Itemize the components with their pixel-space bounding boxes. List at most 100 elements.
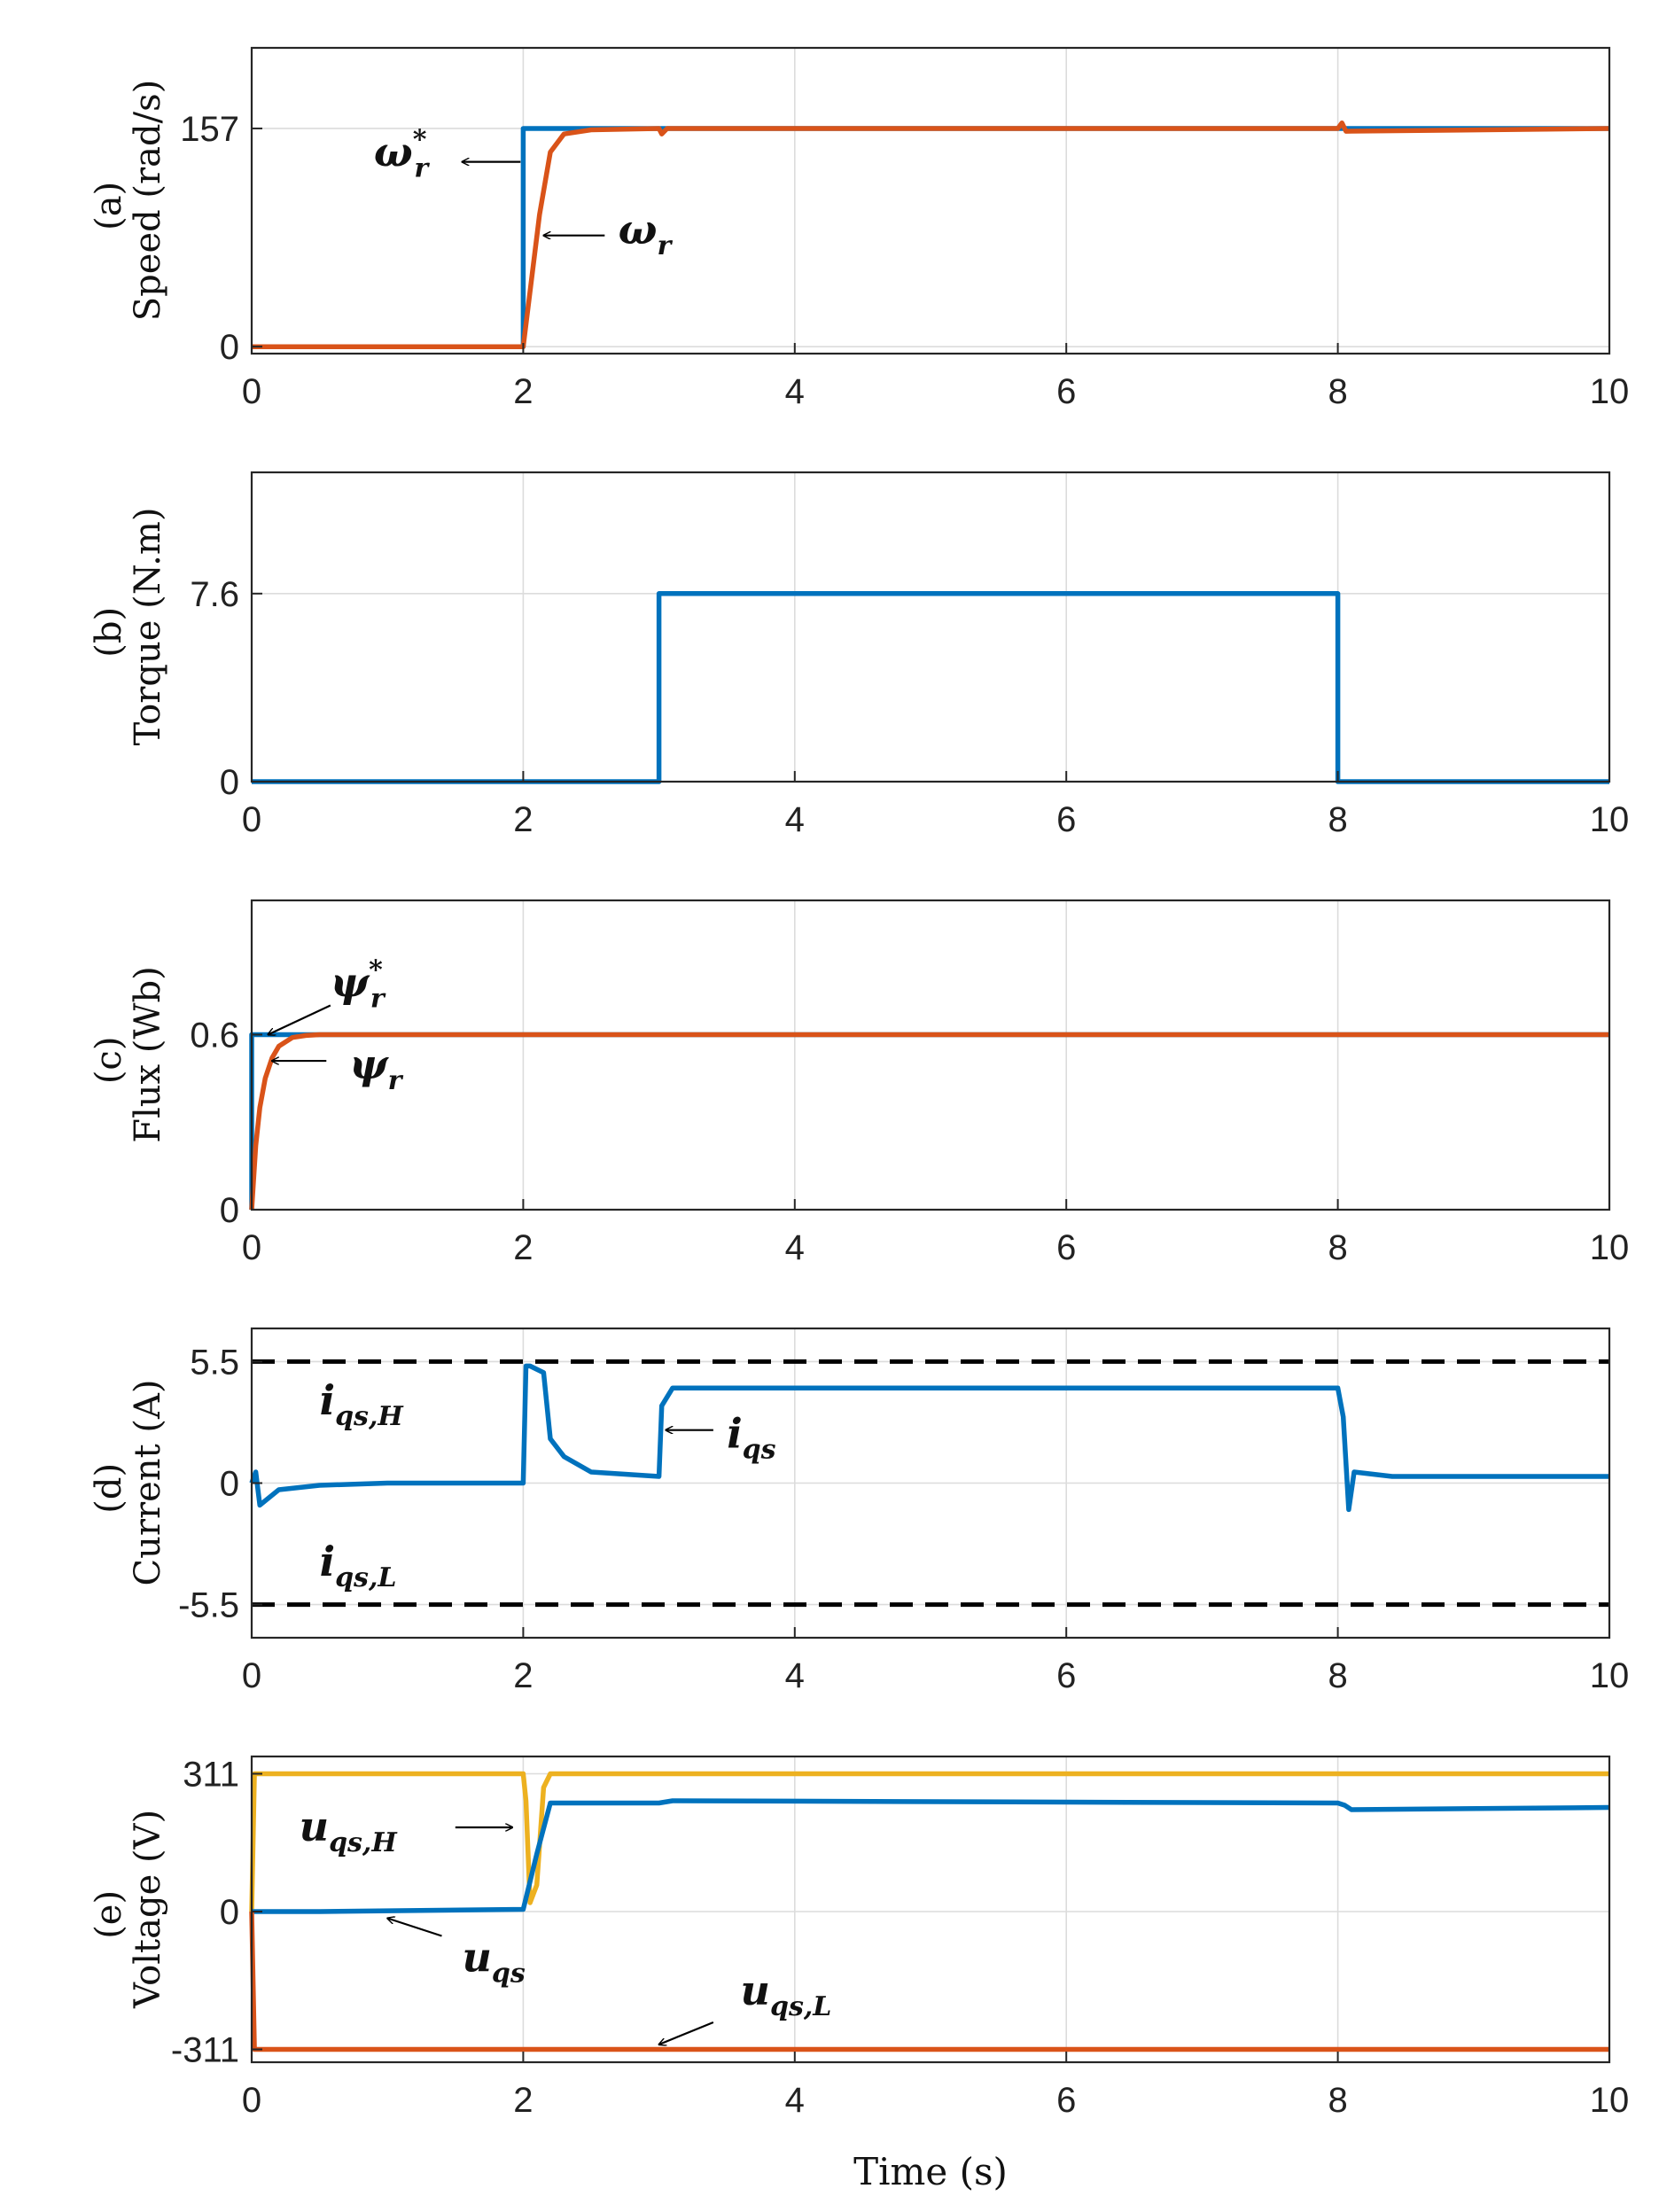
panel-label-b: (b) (89, 607, 129, 658)
annotation-label-a: ω* r (374, 124, 431, 183)
y-ticks-e: -311 0 311 (171, 1756, 262, 2070)
x-tick-label-e: 0 (242, 2081, 261, 2120)
x-tick-label-d: 2 (513, 1656, 533, 1695)
panel-c: 0 2 4 6 8 10 00.6 ψ* r ψr (c) Flux (Wb) (89, 899, 1629, 1267)
y-ticks-d: -5.5 0 5.5 (178, 1343, 262, 1625)
x-tick-label-d: 10 (1590, 1656, 1630, 1695)
x-ticks-e: 0 2 4 6 8 10 (242, 2052, 1629, 2120)
y-axis-label-c: (c) Flux (Wb) (89, 966, 168, 1143)
y-axis-title-b: Torque (N.m) (128, 508, 168, 746)
y-axis-title-a: Speed (rad/s) (128, 80, 168, 321)
y-tick-label-a: 157 (180, 110, 239, 149)
series-omega-r-a (252, 120, 1610, 349)
x-tick-label-b: 4 (785, 800, 805, 839)
plot-frame-e (250, 1755, 1611, 2064)
annotation-arrow-c (268, 1004, 331, 1035)
y-tick-label-e: 0 (220, 1893, 239, 1932)
annotations-d: iqs,H iqs iqs,L (320, 1376, 776, 1593)
x-tick-label-c: 6 (1056, 1228, 1076, 1267)
annotation-arrow-e (387, 1919, 442, 1937)
x-tick-label-e: 2 (513, 2081, 533, 2120)
series-u-qs-h-e (249, 1771, 1609, 1912)
x-tick-label-d: 6 (1056, 1656, 1076, 1695)
x-tick-label-d: 0 (242, 1656, 261, 1695)
annotation-arrow-e (659, 2021, 714, 2045)
series-layer-a (252, 120, 1610, 349)
annotation-label-d: iqs (727, 1410, 775, 1466)
annotation-label-e: uqs,H (300, 1803, 399, 1858)
y-axis-label-a: (a) Speed (rad/s) (89, 80, 168, 321)
x-tick-label-b: 8 (1328, 800, 1347, 839)
y-ticks-b: 07.6 (190, 575, 262, 802)
y-axis-label-b: (b) Torque (N.m) (89, 508, 168, 746)
y-ticks-a: 0 157 (180, 110, 262, 367)
x-tick-label-a: 0 (242, 372, 261, 411)
x-tick-label-d: 8 (1328, 1656, 1347, 1695)
y-tick-label-b: 7.6 (190, 575, 239, 614)
x-axis-label: Time (s) (853, 2150, 1008, 2193)
x-tick-label-c: 8 (1328, 1228, 1347, 1267)
annotations-e: uqs,H uqs uqs,L (300, 1803, 832, 2045)
series-i-qs-d (249, 1363, 1609, 1513)
y-axis-title-e: Voltage (V) (128, 1810, 168, 2009)
plot-area-b (252, 472, 1609, 782)
series-layer-d (249, 1359, 1609, 1608)
annotation-label-c: ψ* r (331, 955, 386, 1015)
x-tick-label-e: 8 (1328, 2081, 1347, 2120)
x-tick-label-a: 2 (513, 372, 533, 411)
y-tick-label-e: 311 (183, 1756, 239, 1795)
y-tick-label-e: -311 (171, 2031, 239, 2070)
plot-area-a (252, 48, 1609, 354)
x-tick-label-b: 0 (242, 800, 261, 839)
x-tick-label-c: 4 (785, 1228, 805, 1267)
plot-frame-b (250, 471, 1611, 783)
x-tick-label-a: 4 (785, 372, 805, 411)
y-tick-label-d: -5.5 (178, 1586, 239, 1625)
x-tick-label-b: 2 (513, 800, 533, 839)
y-axis-label-d: (d) Current (A) (89, 1380, 168, 1586)
annotations-a: ω* r ωr (374, 124, 674, 261)
x-ticks-c: 0 2 4 6 8 10 (242, 1199, 1629, 1267)
plot-frame-a (250, 46, 1611, 355)
x-tick-label-e: 6 (1056, 2081, 1076, 2120)
annotation-label-d: iqs,H (320, 1376, 405, 1432)
x-tick-label-c: 10 (1590, 1228, 1630, 1267)
x-tick-label-a: 10 (1590, 372, 1630, 411)
x-tick-label-d: 4 (785, 1656, 805, 1695)
panel-a: 0 2 4 6 8 10 0 157 ω* r ωr (a) Speed (rad/s) (89, 46, 1629, 411)
panel-label-c: (c) (89, 1037, 129, 1085)
y-axis-title-d: Current (A) (128, 1380, 168, 1586)
series-psi-r-c (249, 1032, 1609, 1211)
x-tick-label-e: 10 (1590, 2081, 1630, 2120)
x-tick-label-a: 8 (1328, 372, 1347, 411)
panel-label-e: (e) (89, 1890, 129, 1939)
plot-area-c (252, 900, 1609, 1210)
panel-label-d: (d) (89, 1463, 129, 1514)
x-tick-label-e: 4 (785, 2081, 805, 2120)
x-ticks-b: 0 2 4 6 8 10 (242, 771, 1629, 839)
annotation-label-e: uqs (462, 1934, 525, 1990)
plot-frame-c (250, 899, 1611, 1211)
y-ticks-c: 00.6 (190, 1016, 262, 1230)
y-axis-title-c: Flux (Wb) (128, 966, 168, 1143)
x-ticks-d: 0 2 4 6 8 10 (242, 1627, 1629, 1695)
panel-label-a: (a) (89, 182, 129, 230)
annotation-label-d: iqs,L (320, 1538, 397, 1593)
y-tick-label-c: 0 (220, 1191, 239, 1230)
y-tick-label-d: 0 (220, 1465, 239, 1504)
annotation-label-c: ψr (349, 1040, 403, 1096)
panel-b: 0 2 4 6 8 10 07.6 (b) Torque (N.m) (89, 471, 1629, 839)
series-u-qs-e (252, 1798, 1610, 1914)
annotation-label-e: uqs,L (741, 1967, 832, 2022)
y-tick-label-d: 5.5 (190, 1343, 239, 1382)
y-axis-label-e: (e) Voltage (V) (89, 1810, 168, 2009)
x-tick-label-c: 2 (513, 1228, 533, 1267)
x-tick-label-c: 0 (242, 1228, 261, 1267)
y-tick-label-a: 0 (220, 328, 239, 367)
x-tick-label-b: 10 (1590, 800, 1630, 839)
y-tick-label-b: 0 (220, 763, 239, 802)
x-ticks-a: 0 2 4 6 8 10 (242, 343, 1629, 411)
